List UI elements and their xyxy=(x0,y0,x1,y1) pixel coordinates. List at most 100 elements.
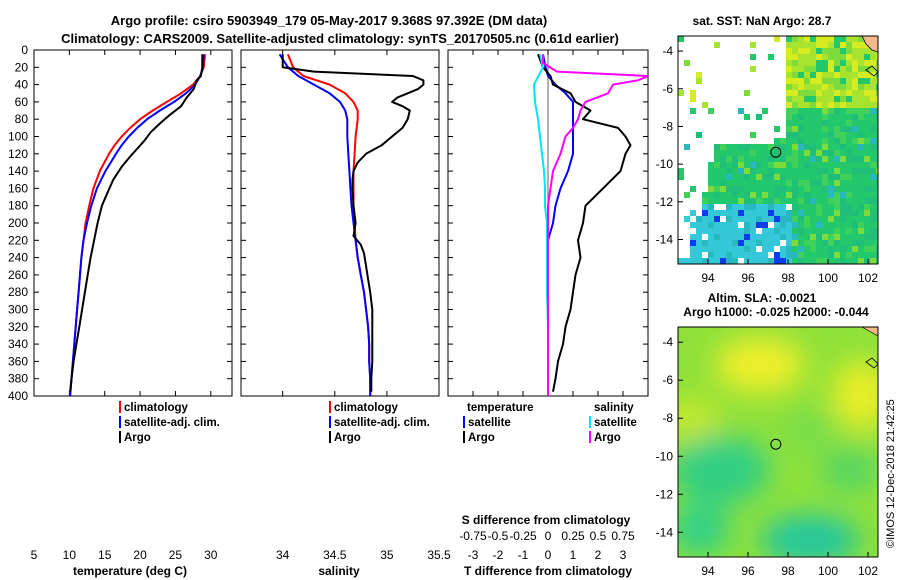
sst-cell xyxy=(738,192,744,198)
sst-cell xyxy=(780,216,786,222)
sst-cell xyxy=(846,114,852,120)
sst-cell xyxy=(816,72,822,78)
sst-cell xyxy=(726,180,732,186)
sst-cell xyxy=(804,192,810,198)
sst-cell xyxy=(858,174,864,180)
sst-cell xyxy=(822,204,828,210)
sst-cell xyxy=(690,96,696,102)
sst-cell xyxy=(834,162,840,168)
lat-tick-label: -14 xyxy=(656,233,674,247)
sst-cell xyxy=(834,60,840,66)
sst-cell xyxy=(876,126,878,132)
sst-cell xyxy=(804,228,810,234)
sst-cell xyxy=(774,222,780,228)
sst-cell xyxy=(774,126,780,132)
sst-cell xyxy=(732,150,738,156)
sst-cell xyxy=(870,96,876,102)
sst-cell xyxy=(846,90,852,96)
sst-cell xyxy=(738,156,744,162)
sst-cell xyxy=(846,210,852,216)
sst-cell xyxy=(786,246,792,252)
sst-cell xyxy=(762,204,768,210)
sst-cell xyxy=(780,156,786,162)
sst-cell xyxy=(870,150,876,156)
sst-cell xyxy=(828,228,834,234)
sst-cell xyxy=(792,96,798,102)
sst-cell xyxy=(852,210,858,216)
sst-cell xyxy=(768,210,774,216)
header-title-2: Climatology: CARS2009. Satellite-adjuste… xyxy=(61,31,619,46)
sst-cell xyxy=(798,78,804,84)
depth-tick-label: 280 xyxy=(8,285,28,299)
sst-cell xyxy=(780,186,786,192)
sst-cell xyxy=(750,156,756,162)
sst-cell xyxy=(768,216,774,222)
sst-cell xyxy=(834,174,840,180)
sst-cell xyxy=(708,162,714,168)
sst-cell xyxy=(834,144,840,150)
sst-cell xyxy=(798,102,804,108)
sst-cell xyxy=(798,192,804,198)
sst-cell xyxy=(732,180,738,186)
sst-cell xyxy=(834,36,840,42)
sst-cell xyxy=(792,54,798,60)
sst-cell xyxy=(798,234,804,240)
sst-cell xyxy=(678,168,684,174)
sst-cell xyxy=(858,168,864,174)
sst-cell xyxy=(876,210,878,216)
sla-map-frame xyxy=(677,326,879,558)
lon-tick-label: 94 xyxy=(701,271,715,285)
sst-cell xyxy=(798,210,804,216)
sst-cell xyxy=(798,252,804,258)
sst-cell xyxy=(792,102,798,108)
sst-cell xyxy=(846,174,852,180)
sst-cell xyxy=(816,48,822,54)
sst-cell xyxy=(876,96,878,102)
legend-temperature-title: temperature xyxy=(467,402,533,414)
sst-cell xyxy=(864,162,870,168)
sst-cell xyxy=(864,60,870,66)
sst-cell xyxy=(774,228,780,234)
sst-cell xyxy=(762,234,768,240)
sst-cell xyxy=(810,78,816,84)
sst-cell xyxy=(726,150,732,156)
s-tick-label: 0.5 xyxy=(590,529,607,543)
sst-cell xyxy=(864,234,870,240)
sst-cell xyxy=(756,114,762,120)
sst-cell xyxy=(768,168,774,174)
sst-cell xyxy=(744,258,750,264)
sst-cell xyxy=(870,132,876,138)
sst-cell xyxy=(858,222,864,228)
sst-cell xyxy=(708,252,714,258)
sst-cell xyxy=(810,192,816,198)
sst-cell xyxy=(828,114,834,120)
sst-cell xyxy=(798,138,804,144)
sst-cell xyxy=(798,180,804,186)
sst-cell xyxy=(684,216,690,222)
sst-cell xyxy=(822,48,828,54)
sst-cell xyxy=(768,180,774,186)
s-tick-label: 0 xyxy=(545,529,552,543)
sst-cell xyxy=(786,120,792,126)
sst-cell xyxy=(720,198,726,204)
sst-cell xyxy=(852,36,858,42)
sst-cell xyxy=(816,150,822,156)
sst-cell xyxy=(852,48,858,54)
sst-cell xyxy=(750,240,756,246)
sst-cell xyxy=(828,48,834,54)
sst-cell xyxy=(792,66,798,72)
sst-cell xyxy=(816,156,822,162)
sst-map-cells xyxy=(678,36,878,264)
sst-map-coastline xyxy=(861,36,878,77)
sst-cell xyxy=(822,84,828,90)
sst-cell xyxy=(714,210,720,216)
sst-cell xyxy=(822,156,828,162)
sst-cell xyxy=(792,144,798,150)
sst-cell xyxy=(876,156,878,162)
sst-cell xyxy=(786,192,792,198)
argo-position-marker xyxy=(770,146,782,158)
sst-cell xyxy=(798,162,804,168)
sst-cell xyxy=(714,150,720,156)
sst-cell xyxy=(810,252,816,258)
t-difference-xlabel: T difference from climatology xyxy=(464,564,632,578)
